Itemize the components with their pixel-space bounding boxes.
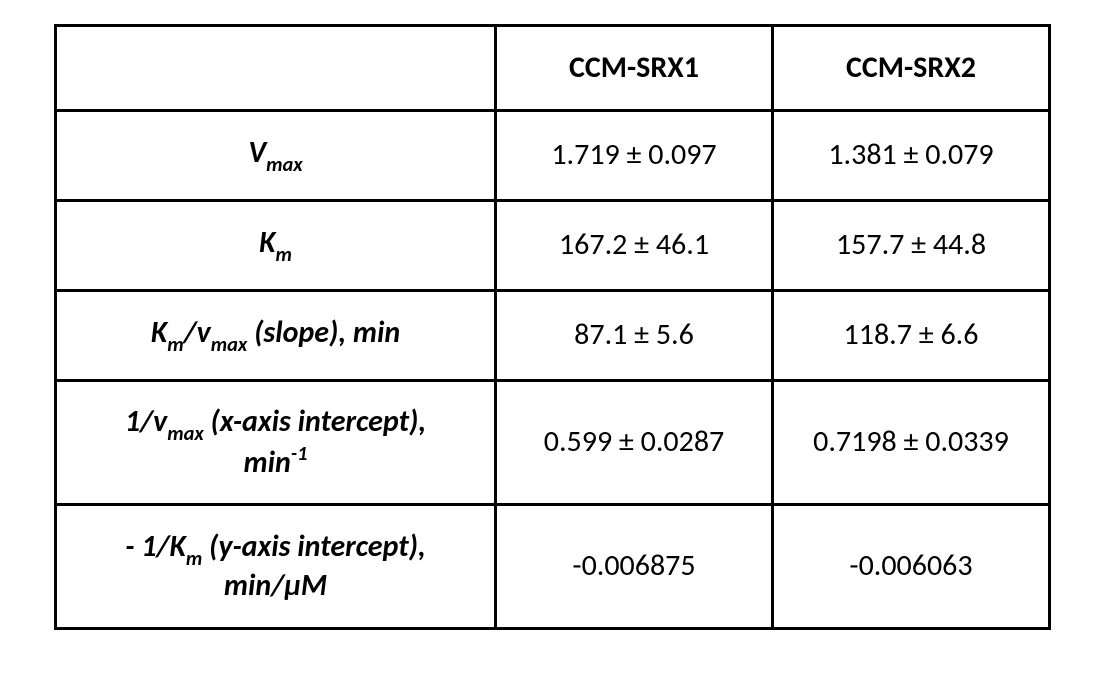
cell-slope-srx2: 118.7 ± 6.6 [773,291,1050,381]
label-unit: min/ [224,567,284,604]
table-row: Km/vmax (slope), min 87.1 ± 5.6 118.7 ± … [56,291,1050,381]
label-part: 1/v [125,403,167,440]
page: CCM-SRX1 CCM-SRX2 Vmax 1.719 ± 0.097 1.3… [0,0,1102,690]
table-row: Vmax 1.719 ± 0.097 1.381 ± 0.079 [56,111,1050,201]
label-sub: max [266,153,303,177]
cell-vmax-srx2: 1.381 ± 0.079 [773,111,1050,201]
table-row: Km 167.2 ± 46.1 157.7 ± 44.8 [56,201,1050,291]
header-ccm-srx2: CCM-SRX2 [773,26,1050,111]
table-row: 1/vmax (x-axis intercept), min-1 0.599 ±… [56,381,1050,505]
label-unit: M [301,567,327,604]
table-row: - 1/Km (y-axis intercept), min/µM -0.006… [56,505,1050,629]
param-km: Km [56,201,496,291]
mu-icon: µ [284,567,301,604]
cell-km-srx1: 167.2 ± 46.1 [496,201,773,291]
label-part: - 1/K [125,528,186,565]
param-yintercept: - 1/Km (y-axis intercept), min/µM [56,505,496,629]
label-part: /v [184,314,211,351]
label-unit: min [244,444,291,481]
cell-xint-srx2: 0.7198 ± 0.0339 [773,381,1050,505]
cell-km-srx2: 157.7 ± 44.8 [773,201,1050,291]
label-sub: m [276,243,292,267]
label-sub: m [167,333,183,357]
cell-slope-srx1: 87.1 ± 5.6 [496,291,773,381]
param-slope: Km/vmax (slope), min [56,291,496,381]
label-part: K [259,224,275,261]
label-part: V [248,134,266,171]
label-sub: m [186,547,202,571]
cell-yint-srx1: -0.006875 [496,505,773,629]
header-blank [56,26,496,111]
label-sup: -1 [291,442,308,466]
header-ccm-srx1: CCM-SRX1 [496,26,773,111]
label-part: (y-axis intercept), [202,528,425,565]
cell-xint-srx1: 0.599 ± 0.0287 [496,381,773,505]
table-header-row: CCM-SRX1 CCM-SRX2 [56,26,1050,111]
label-sub: max [211,333,248,357]
label-part: (x-axis intercept), [204,403,426,440]
label-part: K [151,314,167,351]
label-part: (slope), min [247,314,400,351]
param-xintercept: 1/vmax (x-axis intercept), min-1 [56,381,496,505]
cell-yint-srx2: -0.006063 [773,505,1050,629]
cell-vmax-srx1: 1.719 ± 0.097 [496,111,773,201]
label-sub: max [167,422,204,446]
param-vmax: Vmax [56,111,496,201]
kinetics-table: CCM-SRX1 CCM-SRX2 Vmax 1.719 ± 0.097 1.3… [54,24,1051,630]
